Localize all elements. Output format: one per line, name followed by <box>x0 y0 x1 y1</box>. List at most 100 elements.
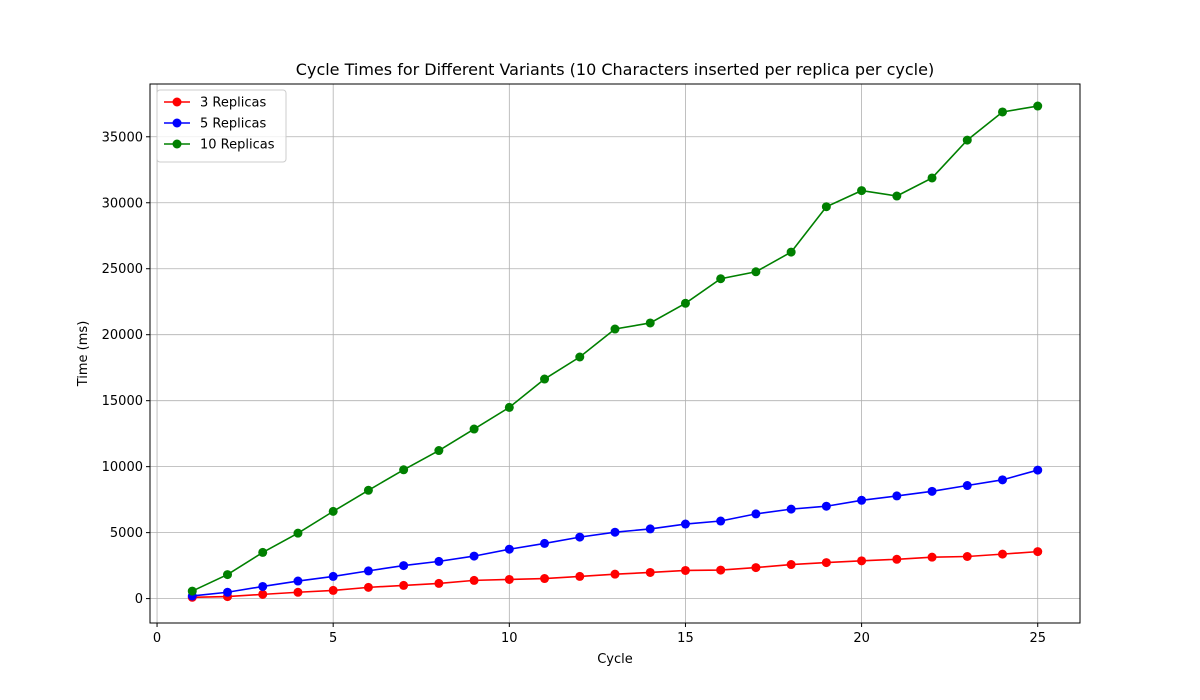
data-point <box>363 566 373 576</box>
legend: 3 Replicas 5 Replicas 10 Replicas <box>156 89 287 163</box>
data-point <box>998 549 1007 559</box>
data-point <box>1033 547 1043 557</box>
data-point <box>504 402 514 412</box>
data-point <box>962 551 972 561</box>
data-point <box>786 504 796 514</box>
plot-frame <box>149 83 1081 624</box>
data-point <box>751 563 761 573</box>
data-point <box>575 571 585 581</box>
data-point <box>328 571 338 581</box>
y-tick-label: 30000 <box>102 196 143 211</box>
data-point <box>434 556 444 566</box>
data-point <box>786 560 796 570</box>
chart-title: Cycle Times for Different Variants (10 C… <box>296 60 934 79</box>
data-point <box>610 569 620 579</box>
data-point <box>751 267 761 277</box>
data-point <box>328 506 338 516</box>
data-point <box>399 465 409 475</box>
series-0 <box>187 547 1043 602</box>
data-point <box>821 558 831 568</box>
legend-marker <box>172 97 182 107</box>
data-point <box>1033 465 1043 475</box>
data-point <box>399 580 409 590</box>
y-tick-label: 35000 <box>102 130 143 145</box>
y-tick-label: 5000 <box>110 526 143 541</box>
data-point <box>504 544 514 554</box>
y-tick-label: 15000 <box>102 394 143 409</box>
data-point <box>751 509 761 519</box>
data-point <box>504 574 514 584</box>
data-point <box>680 519 690 529</box>
data-point <box>575 532 585 542</box>
data-point <box>293 587 303 597</box>
data-point <box>540 538 550 548</box>
data-point <box>857 186 867 196</box>
data-point <box>187 586 197 596</box>
y-tick-label: 10000 <box>102 460 143 475</box>
data-point <box>927 486 937 496</box>
data-point <box>328 585 338 595</box>
data-point <box>434 578 444 588</box>
data-point <box>645 524 655 534</box>
data-point <box>927 173 937 183</box>
x-tick-label: 15 <box>677 631 694 646</box>
ticks: 0 5 10 15 20 25 0 5000 10000 15000 20000 25000 30000… <box>102 130 1046 646</box>
legend-label: 5 Replicas <box>200 117 266 132</box>
legend-item: 3 Replicas <box>164 96 266 111</box>
data-point <box>258 581 268 591</box>
data-point <box>399 561 409 571</box>
legend-label: 3 Replicas <box>200 96 266 111</box>
data-point <box>258 589 268 599</box>
data-point <box>540 374 550 384</box>
data-point <box>680 298 690 308</box>
data-point <box>469 551 479 561</box>
x-tick-label: 10 <box>501 631 518 646</box>
data-point <box>892 554 902 564</box>
data-point <box>540 574 550 584</box>
legend-item: 5 Replicas <box>164 117 266 132</box>
legend-label: 10 Replicas <box>200 138 275 153</box>
data-point <box>716 516 726 526</box>
data-point <box>821 501 831 511</box>
y-tick-label: 20000 <box>102 328 143 343</box>
x-tick-label: 0 <box>153 631 161 646</box>
x-tick-label: 20 <box>853 631 870 646</box>
x-tick-label: 5 <box>329 631 337 646</box>
data-point <box>962 481 972 491</box>
data-point <box>786 247 796 257</box>
data-point <box>469 424 479 434</box>
data-point <box>857 495 867 505</box>
y-tick-label: 0 <box>135 592 143 607</box>
legend-marker <box>172 118 182 128</box>
data-point <box>293 576 303 586</box>
y-axis-label: Time (ms) <box>76 321 91 388</box>
data-point <box>575 352 585 362</box>
data-point <box>363 582 373 592</box>
data-point <box>363 485 373 495</box>
data-point <box>469 575 479 585</box>
data-point <box>645 318 655 328</box>
x-tick-label: 25 <box>1029 631 1046 646</box>
data-point <box>716 565 726 575</box>
series-2 <box>187 101 1043 596</box>
data-point <box>610 527 620 537</box>
legend-marker <box>172 139 182 149</box>
data-point <box>610 324 620 334</box>
data-point <box>892 491 902 501</box>
data-point <box>892 191 902 201</box>
data-point <box>857 556 867 566</box>
data-point <box>716 274 726 284</box>
data-point <box>821 202 831 212</box>
data-point <box>927 552 937 562</box>
data-point <box>434 446 444 456</box>
legend-item: 10 Replicas <box>164 138 275 153</box>
x-axis-label: Cycle <box>597 652 633 667</box>
grid <box>150 84 1080 623</box>
data-point <box>998 107 1007 117</box>
data-point <box>998 475 1007 485</box>
y-tick-label: 25000 <box>102 262 143 277</box>
series-1 <box>187 465 1043 601</box>
data-point <box>293 528 303 538</box>
series-layer <box>187 101 1043 602</box>
